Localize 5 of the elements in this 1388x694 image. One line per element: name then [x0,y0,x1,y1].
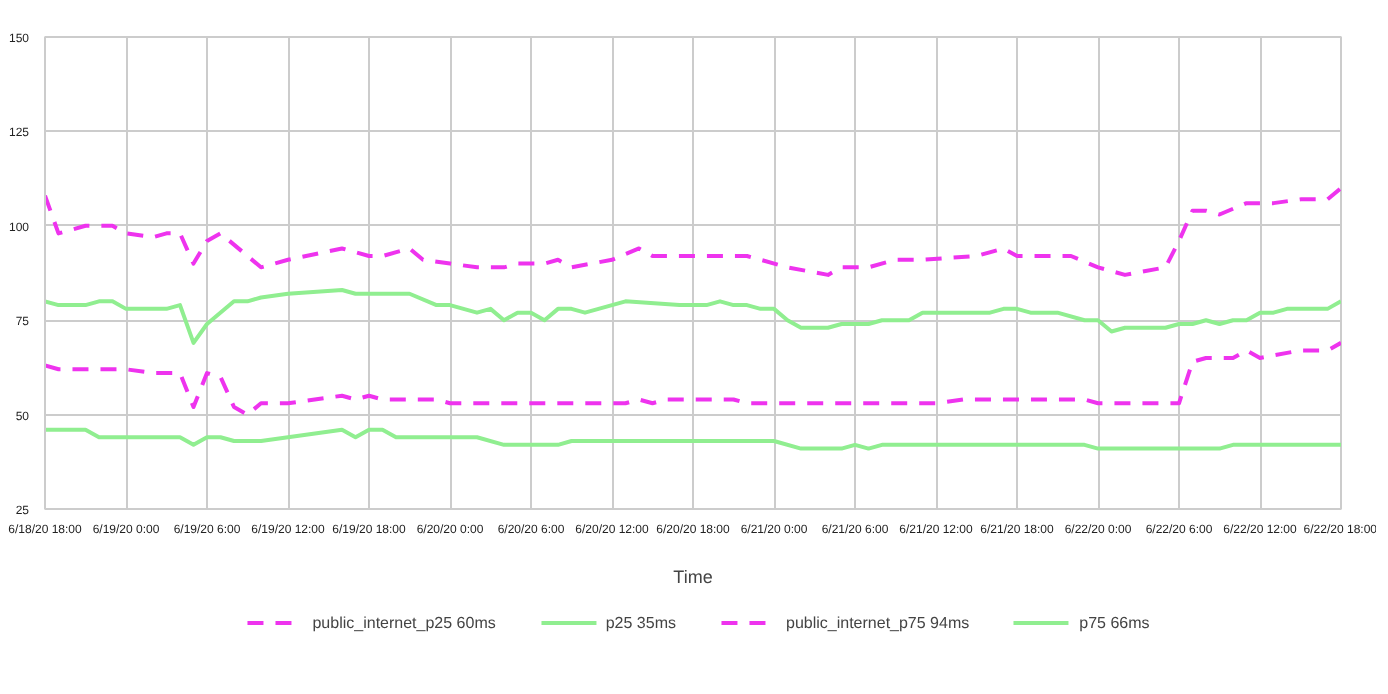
legend-label: public_internet_p25 60ms [312,613,496,631]
legend-label: public_internet_p75 94ms [786,613,970,631]
legend-label: p25 35ms [605,613,676,631]
legend-label: p75 66ms [1079,613,1150,631]
x-axis-title: Time [673,567,713,587]
